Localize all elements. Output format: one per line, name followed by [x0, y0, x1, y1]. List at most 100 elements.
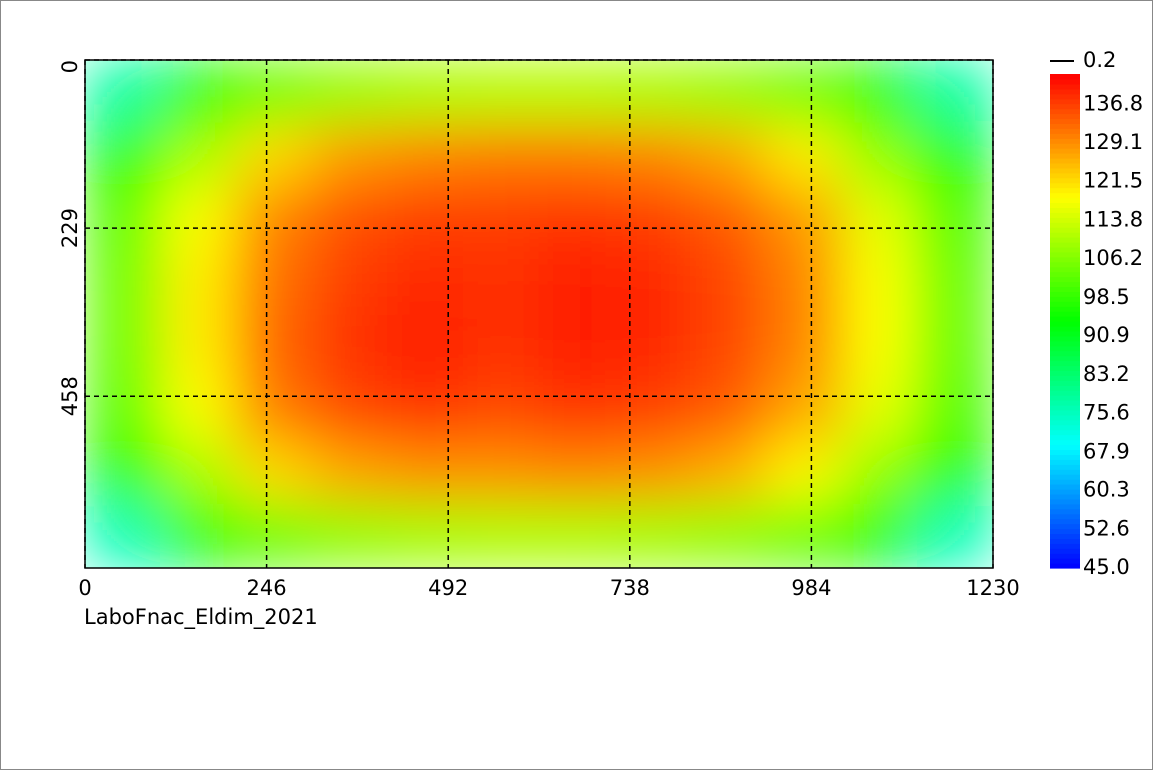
colorbar-segment [1050, 291, 1080, 297]
colorbar-segment [1050, 88, 1080, 95]
colorbar-segment [1050, 479, 1080, 485]
colorbar-segment [1050, 321, 1080, 327]
colorbar-segment [1050, 182, 1080, 189]
plot-area [85, 60, 993, 568]
colorbar-segment [1050, 271, 1080, 278]
heat-cell [841, 60, 918, 124]
colorbar-segment [1050, 553, 1080, 559]
heat-cell [841, 250, 918, 315]
colorbar-label: 90.9 [1083, 323, 1130, 347]
colorbar-segment [1050, 523, 1080, 530]
colorbar-segment [1050, 256, 1080, 263]
heat-cell [841, 377, 918, 442]
heat-cell [85, 250, 162, 315]
colorbar-segment [1050, 167, 1080, 174]
heat-cell [462, 123, 540, 188]
colorbar-segment [1050, 153, 1080, 159]
colorbar-segment [1050, 78, 1080, 85]
colorbar-segment [1050, 390, 1080, 396]
colorbar-label: 45.0 [1083, 555, 1130, 579]
heat-cell [689, 186, 767, 251]
heat-cell [765, 60, 843, 124]
heat-cell [311, 440, 389, 505]
heat-cell [85, 377, 162, 442]
colorbar-segment [1050, 202, 1080, 208]
heat-cell [311, 377, 389, 442]
heat-cell [462, 60, 540, 124]
colorbar-segment [1050, 261, 1080, 268]
heat-cell [538, 186, 616, 251]
colorbar-segment [1050, 207, 1080, 213]
colorbar-label: 52.6 [1083, 517, 1130, 541]
colorbar-segment [1050, 464, 1080, 470]
colorbar-segment [1050, 306, 1080, 312]
heat-cell [85, 440, 162, 505]
plot-border [84, 59, 994, 569]
colorbar-segment [1050, 370, 1080, 376]
heat-cell [160, 504, 237, 568]
heat-cell [916, 60, 993, 124]
colorbar-segment [1050, 543, 1080, 549]
heat-cell [462, 440, 540, 505]
heat-cell [689, 504, 767, 568]
colorbar-segment [1050, 222, 1080, 228]
heat-cell [916, 377, 993, 442]
colorbar-segment [1050, 365, 1080, 371]
colorbar-segment [1050, 118, 1080, 124]
heat-cell [235, 313, 313, 378]
colorbar-segment [1050, 434, 1080, 441]
heat-cell [916, 504, 993, 568]
colorbar-segment [1050, 177, 1080, 184]
heat-cell [614, 504, 691, 568]
heat-cell [689, 250, 767, 315]
heat-cell [387, 313, 464, 378]
colorbar-segment [1050, 103, 1080, 110]
heat-cell [387, 250, 464, 315]
colorbar-segment [1050, 548, 1080, 554]
heat-cell [311, 504, 389, 568]
heat-cell [916, 123, 993, 188]
heat-cell [311, 123, 389, 188]
colorbar-segment [1050, 266, 1080, 273]
colorbar-segment [1050, 123, 1080, 129]
heat-cell [387, 504, 464, 568]
heat-cell [538, 377, 616, 442]
heat-cell [235, 60, 313, 124]
colorbar-segment [1050, 212, 1080, 218]
x-tick-label: 984 [791, 576, 831, 600]
colorbar-label: 75.6 [1083, 400, 1130, 424]
heat-cell [916, 440, 993, 505]
heat-cell [85, 313, 162, 378]
heat-cell [538, 60, 616, 124]
heat-cell [85, 60, 162, 124]
colorbar-segment [1050, 98, 1080, 105]
heat-cell [765, 250, 843, 315]
heat-cell [235, 186, 313, 251]
colorbar-segment [1050, 385, 1080, 391]
colorbar-segment [1050, 172, 1080, 179]
x-tick-label: 246 [247, 576, 287, 600]
heat-cell [538, 504, 616, 568]
heat-cell [689, 313, 767, 378]
heat-cell [160, 313, 237, 378]
colorbar-segment [1050, 93, 1080, 100]
heat-cell [387, 377, 464, 442]
heat-cell [235, 377, 313, 442]
heat-cell [235, 123, 313, 188]
x-tick-label: 492 [428, 576, 468, 600]
heat-cell [160, 123, 237, 188]
heat-cell [538, 123, 616, 188]
heat-cell [160, 377, 237, 442]
colorbar-segment [1050, 538, 1080, 544]
heat-cell [235, 504, 313, 568]
heat-cell [160, 186, 237, 251]
colorbar-segment [1050, 360, 1080, 367]
heat-cell [841, 440, 918, 505]
colorbar-segment [1050, 400, 1080, 406]
heat-cell [614, 250, 691, 315]
colorbar-segment [1050, 459, 1080, 465]
colorbar-segment [1050, 143, 1080, 149]
y-tick-label: 458 [58, 376, 82, 416]
colorbar-segment [1050, 246, 1080, 253]
colorbar-label: 83.2 [1083, 362, 1130, 386]
